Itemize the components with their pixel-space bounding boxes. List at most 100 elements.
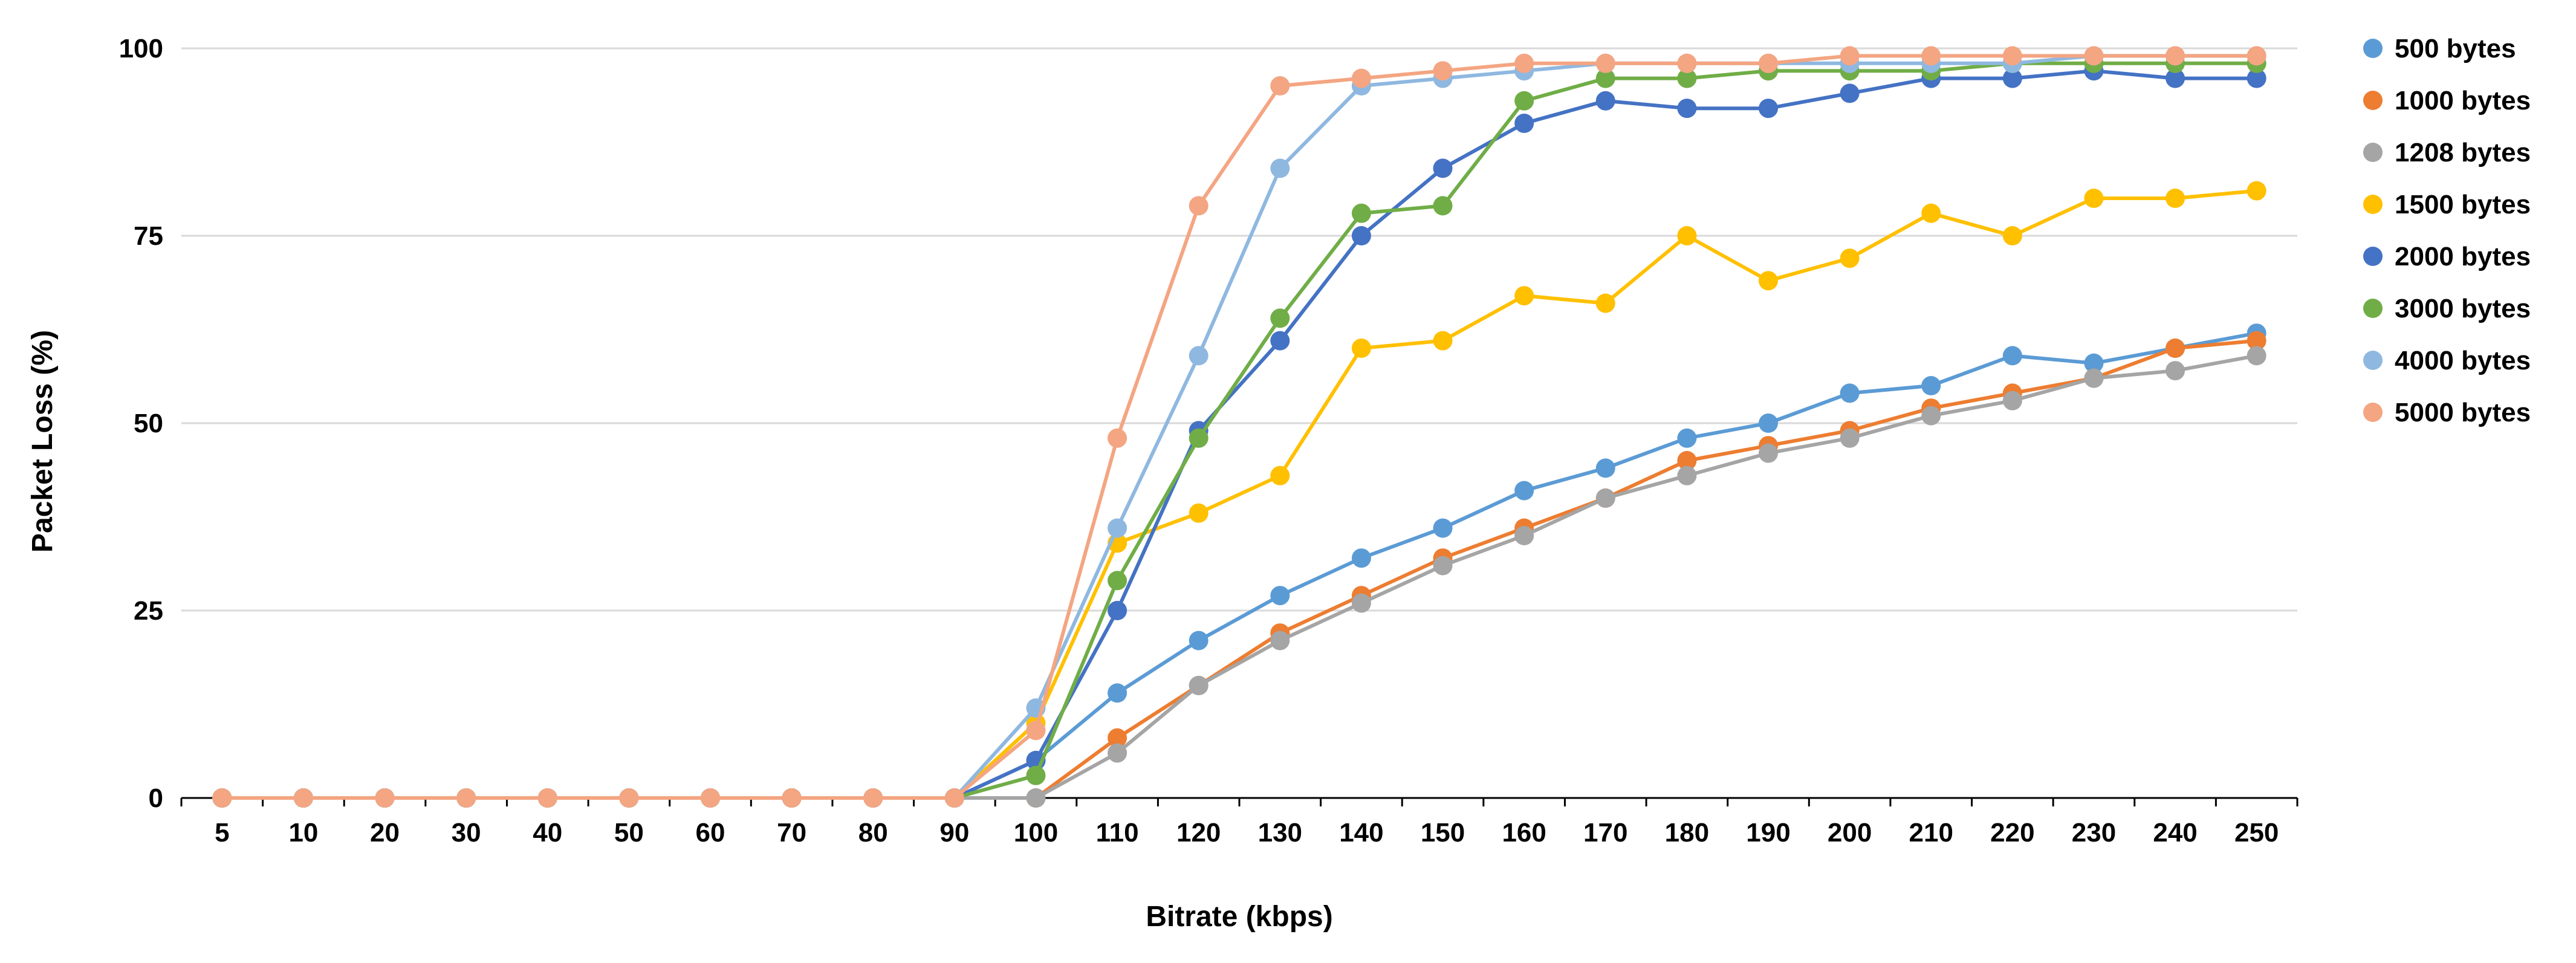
data-point (1677, 99, 1697, 118)
data-point (1595, 458, 1615, 478)
data-point (1595, 91, 1615, 111)
x-tick-label-10: 10 (288, 818, 318, 848)
y-tick-label-50: 50 (134, 409, 163, 438)
legend-label: 1500 bytes (2395, 190, 2531, 219)
series-line-1500-bytes (222, 189, 2257, 800)
data-point (2166, 189, 2185, 208)
legend-label: 1000 bytes (2395, 86, 2531, 115)
data-point (1921, 203, 1941, 223)
x-axis-title: Bitrate (kbps) (1146, 901, 1332, 933)
data-point (1921, 376, 1941, 395)
data-point (1351, 339, 1371, 358)
data-point (2247, 68, 2266, 88)
data-point (1108, 743, 1127, 763)
data-point (1270, 465, 1290, 485)
series-1000-bytes (212, 331, 2266, 808)
data-point (1514, 91, 1534, 111)
x-tick-label-70: 70 (777, 818, 806, 848)
data-point (1270, 158, 1290, 178)
x-tick-label-110: 110 (1096, 818, 1139, 848)
x-tick-label-90: 90 (939, 818, 969, 848)
series-line-5000-bytes (222, 54, 2257, 800)
x-tick-label-120: 120 (1176, 818, 1221, 848)
data-point (1595, 293, 1615, 313)
data-point (1026, 721, 1046, 741)
legend-item-4000-bytes[interactable]: 4000 bytes (2363, 346, 2531, 375)
legend-label: 1208 bytes (2395, 138, 2531, 167)
data-point (1189, 631, 1209, 650)
data-point (1351, 548, 1371, 568)
data-point (2002, 391, 2022, 410)
legend-label: 5000 bytes (2395, 398, 2531, 427)
data-point (1595, 53, 1615, 73)
legend-item-1000-bytes[interactable]: 1000 bytes (2363, 86, 2531, 115)
data-point (1351, 68, 1371, 88)
x-tick-label-140: 140 (1339, 818, 1383, 848)
data-point (1677, 53, 1697, 73)
series-5000-bytes (212, 46, 2266, 808)
x-tick-label-210: 210 (1909, 818, 1953, 848)
legend-item-3000-bytes[interactable]: 3000 bytes (2363, 294, 2531, 323)
data-point (1270, 76, 1290, 96)
y-axis-title: Packet Loss (%) (27, 330, 59, 553)
data-point (1108, 518, 1127, 538)
data-point (456, 788, 476, 808)
y-tick-labels: 0 25 50 75 100 (119, 34, 163, 813)
x-tick-label-150: 150 (1421, 818, 1465, 848)
data-point (1026, 765, 1046, 785)
data-point (1677, 226, 1697, 245)
data-point (1514, 114, 1534, 133)
data-point (1433, 158, 1453, 178)
data-point (2166, 361, 2185, 381)
legend-label: 2000 bytes (2395, 242, 2531, 271)
data-point (1840, 383, 1860, 403)
series-line-1208-bytes (222, 354, 2257, 800)
x-tick-label-160: 160 (1502, 818, 1546, 848)
x-tick-labels: 5 10 20 30 40 50 60 70 80 90 100 110 120 130 140 150 160… (215, 818, 2279, 848)
x-tick-label-170: 170 (1583, 818, 1627, 848)
data-point (1514, 53, 1534, 73)
data-point (1840, 248, 1860, 268)
data-point (1433, 518, 1453, 538)
legend-marker (2363, 39, 2383, 58)
legend-item-2000-bytes[interactable]: 2000 bytes (2363, 242, 2531, 271)
legend-marker (2363, 351, 2383, 370)
series-4000-bytes (212, 46, 2266, 808)
legend[interactable]: 500 bytes 1000 bytes 1208 bytes 1500 bytes 2… (2363, 34, 2531, 427)
x-tick-label-220: 220 (1990, 818, 2034, 848)
legend-item-5000-bytes[interactable]: 5000 bytes (2363, 398, 2531, 427)
data-point (1677, 451, 1697, 470)
data-point (1840, 428, 1860, 448)
data-point (1514, 286, 1534, 306)
data-point (2247, 46, 2266, 66)
data-point (863, 788, 883, 808)
x-tick-label-20: 20 (370, 818, 400, 848)
data-point (1026, 788, 1046, 808)
data-point (1921, 406, 1941, 426)
data-point (1921, 46, 1941, 66)
data-point (2247, 331, 2266, 351)
legend-item-500-bytes[interactable]: 500 bytes (2363, 34, 2516, 63)
data-point (2247, 346, 2266, 366)
legend-item-1500-bytes[interactable]: 1500 bytes (2363, 190, 2531, 219)
data-point (1514, 481, 1534, 501)
data-point (1759, 413, 1778, 433)
data-point (1759, 443, 1778, 463)
data-point (619, 788, 639, 808)
data-point (944, 788, 964, 808)
data-point (1595, 488, 1615, 508)
series-line-3000-bytes (222, 61, 2257, 800)
y-tick-label-100: 100 (119, 34, 163, 63)
legend-marker (2363, 143, 2383, 162)
series-line-1000-bytes (222, 339, 2257, 800)
series-3000-bytes (212, 53, 2266, 808)
legend-item-1208-bytes[interactable]: 1208 bytes (2363, 138, 2531, 167)
data-point (212, 788, 232, 808)
data-point (293, 788, 313, 808)
data-point (2084, 46, 2104, 66)
data-point (2002, 68, 2022, 88)
series-1208-bytes (212, 346, 2266, 808)
data-point (1270, 308, 1290, 328)
